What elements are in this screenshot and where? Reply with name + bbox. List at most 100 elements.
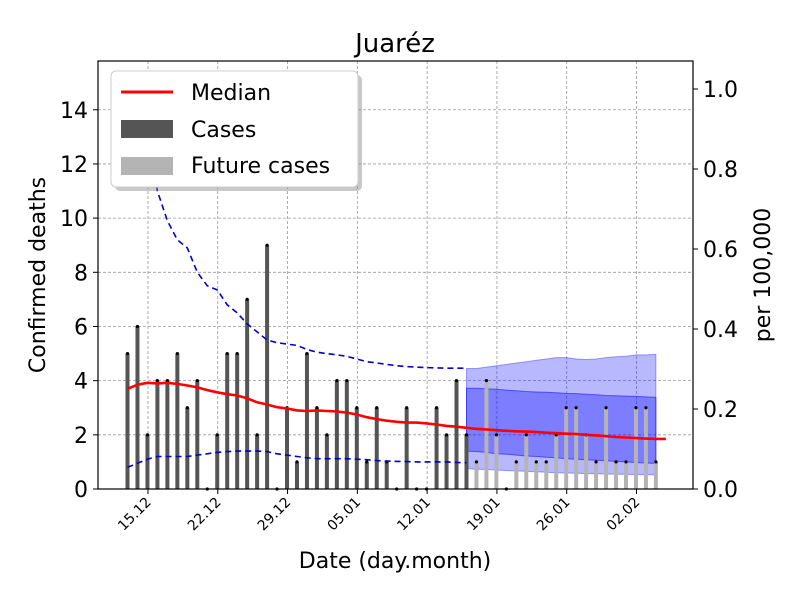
case-point [135,324,140,329]
case-point [335,379,339,383]
future-case-point [654,460,658,464]
case-point [355,406,359,410]
future-case-bar [624,461,628,489]
future-case-point [614,460,618,464]
case-bar [285,407,290,489]
x-tick-label: 12.01 [394,495,434,535]
y-tick-label: 8 [74,261,88,286]
legend-future-swatch [121,157,173,175]
future-case-point [644,406,648,410]
future-case-point [484,379,489,383]
future-case-bar [544,461,549,489]
future-case-bar [633,407,638,489]
future-case-bar [514,461,519,489]
case-point [145,433,150,437]
case-bar [334,380,339,489]
future-case-bar [594,461,599,489]
y-right-tick-label: 0.2 [703,398,738,423]
case-point [315,406,319,410]
case-bar [314,407,319,489]
case-point [175,351,179,356]
y-tick-label: 14 [60,99,88,124]
case-point [375,406,379,410]
case-bar [145,434,150,489]
case-bar [265,245,270,489]
future-case-bar [564,407,569,489]
x-tick-label: 02.02 [604,495,644,535]
case-point [365,460,369,464]
y-tick-label: 10 [60,207,88,232]
y-tick-label: 4 [74,370,88,395]
case-point [255,433,259,437]
future-case-bar [494,434,499,489]
y-axis-label: Confirmed deaths [26,177,51,373]
x-tick-label: 19.01 [464,495,504,535]
case-bar [185,407,190,489]
y-right-tick-label: 0.6 [703,238,738,263]
case-bar [165,380,170,489]
future-case-point [514,460,518,464]
upper-reference-line [146,125,467,369]
future-case-bar [474,461,479,489]
future-case-point [564,406,568,410]
case-bar [255,434,260,489]
future-case-bar [604,407,609,489]
chart-title: Juaréz [353,29,435,59]
case-point [305,351,309,356]
case-point [405,406,409,410]
legend-cases-label: Cases [191,118,256,143]
case-bar [135,326,140,489]
case-point [195,379,199,383]
future-case-point [594,460,598,464]
case-bar [304,353,309,489]
case-bar [384,461,389,489]
future-case-bar [534,461,539,489]
case-point [165,379,169,383]
case-point [265,243,269,247]
case-bar [195,380,200,489]
legend-median-label: Median [191,81,271,106]
future-case-point [494,433,498,437]
median-line [127,381,666,441]
x-tick-label: 05.01 [325,495,365,535]
case-bar [215,434,220,489]
case-point [434,406,439,410]
legend-future-label: Future cases [191,154,330,179]
x-tick-label: 22.12 [185,495,225,535]
future-case-bar [554,434,559,489]
legend: Median Cases Future cases [110,70,362,191]
future-case-point [604,406,608,410]
credible-interval-bands [466,353,657,476]
case-bar [294,461,299,489]
case-bar [155,380,160,489]
case-point [185,406,189,410]
median-and-reference-lines [127,125,666,469]
case-bar [354,407,359,489]
future-case-point [534,460,538,464]
case-bars [125,243,658,491]
y-right-tick-label: 1.0 [703,78,738,103]
y-tick-label: 0 [74,478,88,503]
case-point [225,351,229,356]
y-tick-label: 2 [74,424,88,449]
case-point [235,351,239,356]
case-bar [225,353,230,489]
case-point [295,460,299,464]
case-point [454,379,459,383]
case-point [345,379,349,383]
case-bar [344,380,349,489]
y-tick-label: 12 [60,153,88,178]
future-case-point [544,460,548,464]
y-right-tick-label: 0.8 [703,158,738,183]
future-case-bar [484,380,489,489]
future-case-point [574,406,578,410]
x-axis-label: Date (day.month) [299,549,491,574]
case-point [464,433,469,437]
case-point [155,379,160,383]
y-right-tick-label: 0.0 [703,478,738,503]
future-case-bar [574,407,579,489]
future-case-point [624,460,628,464]
y-axis-right-label: per 100,000 [751,208,776,343]
